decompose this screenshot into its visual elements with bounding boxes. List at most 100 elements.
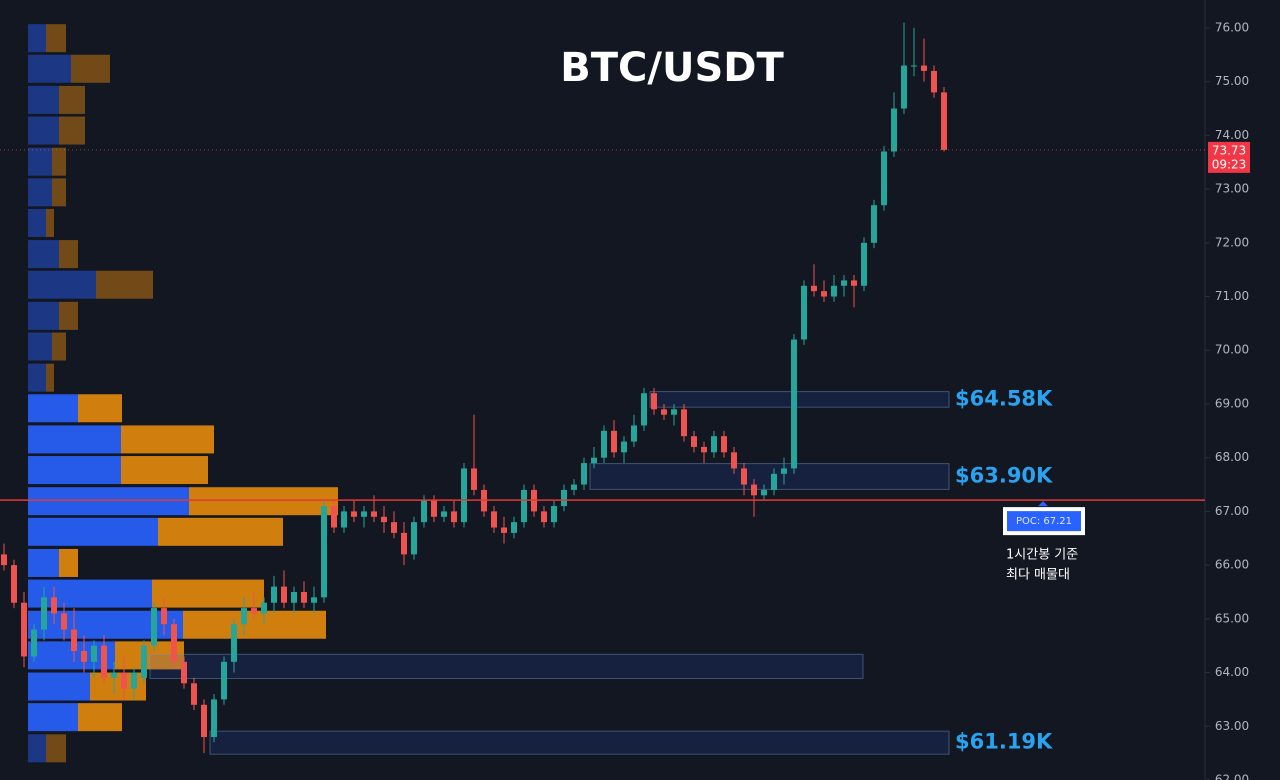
candle-body [511,522,517,533]
poc-pointer [1038,501,1048,507]
candle-body [131,672,137,689]
candle-body [1,554,7,566]
candle-body [941,92,947,150]
candle-body [191,683,197,705]
profile-sell [59,301,78,330]
profile-buy [28,425,121,454]
candle-body [521,489,527,523]
y-tick-label: 66.00 [1215,558,1249,572]
profile-buy [28,456,121,485]
y-tick-label: 75.00 [1215,74,1249,88]
candle-body [431,500,437,517]
candle-body [441,511,447,517]
profile-buy [28,487,189,516]
candle-body [931,70,937,93]
profile-sell [59,85,85,114]
candle-body [651,393,657,410]
candle-body [11,565,17,603]
candle-body [791,339,797,469]
candle-body [371,511,377,517]
profile-sell [59,548,78,577]
candle-body [491,511,497,528]
last-price-tag [1208,141,1250,173]
candle-body [221,661,227,700]
candle-body [501,527,507,533]
zone-label: $61.19K [955,730,1053,754]
candle-body [571,484,577,490]
candle-body [731,452,737,469]
zone-label: $64.58K [955,386,1053,410]
candle-body [741,468,747,485]
candle-body [871,205,877,243]
profile-sell [46,208,54,237]
chart-title: BTC/USDT [560,45,784,91]
candle-body [281,586,287,603]
candle-body [421,500,427,523]
profile-sell [78,703,122,732]
profile-buy [28,240,59,269]
profile-buy [28,579,152,608]
candle-body [851,280,857,286]
candle-body [601,430,607,458]
profile-buy [28,54,71,83]
y-tick-label: 69.00 [1215,396,1249,410]
candle-body [361,511,367,517]
candle-body [801,285,807,340]
volume-profile [28,24,338,763]
candle-body [841,280,847,286]
candle-body [151,608,157,646]
profile-buy [28,270,96,299]
y-tick-label: 71.00 [1215,289,1249,303]
profile-buy [28,610,183,639]
candle-body [111,672,117,678]
zones: $64.58K $63.90K $61.19K [149,386,1053,755]
candle-body [581,463,587,485]
profile-sell [52,332,66,361]
candle-body [691,436,697,447]
candle-body [911,65,917,67]
candle-body [351,511,357,517]
candle-body [781,468,787,474]
profile-buy [28,548,59,577]
candle-body [231,624,237,662]
candle-body [861,242,867,286]
candle-body [171,624,177,662]
candle-body [681,409,687,437]
y-tick-label: 67.00 [1215,504,1249,518]
candle-body [271,586,277,603]
candle-body [921,65,927,71]
candle-body [261,602,267,614]
profile-sell [46,734,66,763]
poc-label: POC: 67.21 [1016,516,1072,527]
candle-body [31,629,37,657]
candle-body [291,591,297,603]
candle-body [161,608,167,625]
profile-sell [96,270,153,299]
profile-sell [158,517,283,546]
y-tick-label: 65.00 [1215,611,1249,625]
candle-body [391,522,397,533]
zone-box [589,463,950,490]
candle-body [141,645,147,678]
annotation: 최다 매물대 [1006,568,1070,583]
zone-box [209,730,950,755]
profile-buy [28,85,59,114]
profile-sell [78,394,122,423]
profile-sell [59,116,85,145]
profile-sell [90,672,146,701]
candle-body [461,468,467,523]
candle-body [891,108,897,152]
candle-body [411,522,417,555]
candle-body [711,436,717,453]
y-tick-label: 70.00 [1215,343,1249,357]
profile-buy [28,24,46,53]
candle-body [401,532,407,555]
profile-buy [28,116,59,145]
candle-body [661,409,667,415]
candle-body [341,511,347,528]
y-tick-label: 68.00 [1215,450,1249,464]
